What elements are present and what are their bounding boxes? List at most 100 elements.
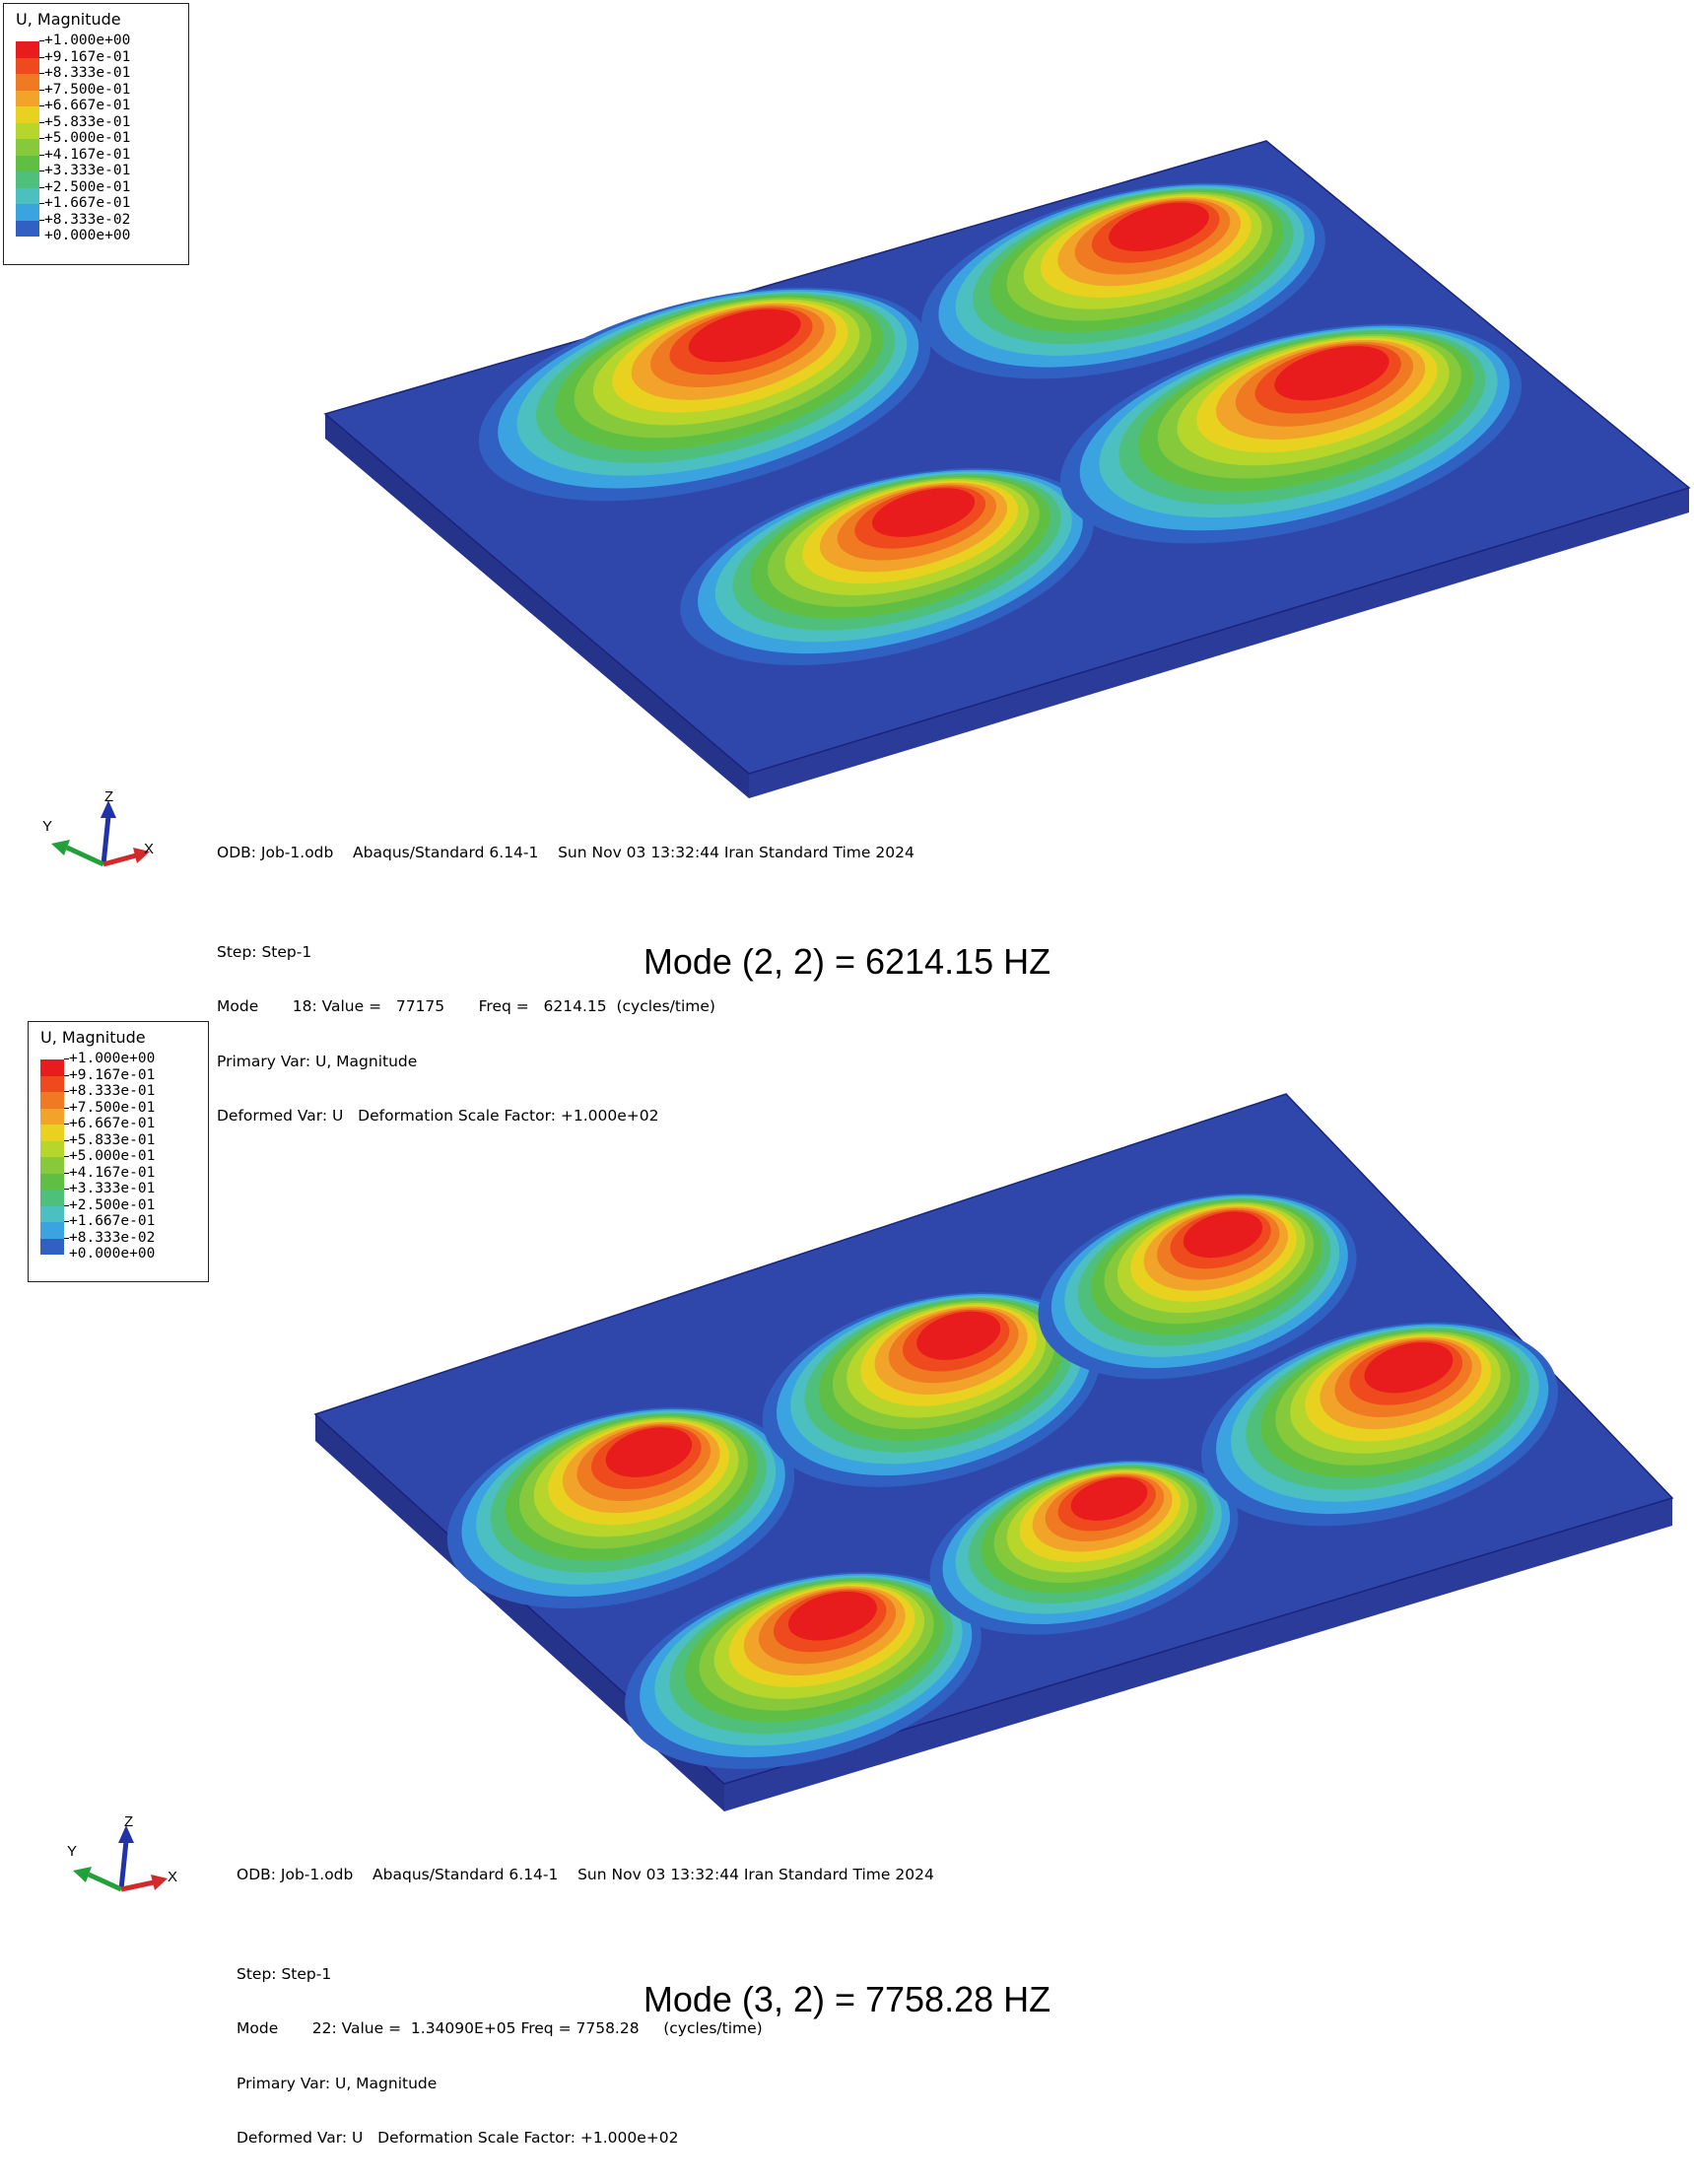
colorbar-swatch — [40, 1075, 64, 1092]
colorbar-label: +6.667e-01 — [69, 1116, 156, 1131]
colorbar-label: +0.000e+00 — [69, 1246, 156, 1262]
colorbar-label: +2.500e-01 — [44, 178, 131, 195]
deformed-var-line: Deformed Var: U Deformation Scale Factor… — [217, 1107, 659, 1125]
colorbar-swatch — [16, 204, 39, 221]
colorbar-swatch — [40, 1108, 64, 1125]
colorbar-swatch — [40, 1125, 64, 1141]
colorbar-label: +5.000e-01 — [44, 130, 131, 146]
contour-band — [1109, 202, 1209, 251]
mode-22-panel: U, Magnitude +1.000e+00 +9.167e-01 +8.333e… — [0, 0, 1694, 1125]
step-line: Step: Step-1 — [217, 942, 312, 961]
colorbar-tick — [39, 138, 44, 139]
colorbar-swatch — [16, 90, 39, 106]
colorbar-label: +4.167e-01 — [69, 1164, 156, 1181]
x-axis-label: X — [168, 1869, 178, 1885]
primary-var-line: Primary Var: U, Magnitude — [217, 1052, 418, 1070]
colorbar-label: +8.333e-01 — [69, 1083, 156, 1099]
colorbar-swatch — [40, 1092, 64, 1109]
colorbar-swatch — [40, 1205, 64, 1222]
colorbar-tick — [64, 1156, 69, 1157]
colorbar-label: +8.333e-02 — [44, 211, 131, 228]
contour-band — [1070, 1477, 1148, 1521]
colorbar-legend: U, Magnitude +1.000e+00 +9.167e-01 +8.333e… — [28, 1021, 209, 1282]
colorbar-label: +1.667e-01 — [69, 1213, 156, 1229]
colorbar-tick — [64, 1237, 69, 1239]
mode-32-plate-plot — [313, 1093, 1674, 1811]
colorbar-tick — [39, 89, 44, 91]
plate-top-face — [323, 140, 1691, 775]
colorbar-swatch — [40, 1140, 64, 1157]
colorbar-tick — [64, 1204, 69, 1206]
displacement-contours — [446, 1193, 1559, 1769]
contour-band — [1183, 1211, 1263, 1259]
plate-front-side — [325, 414, 749, 798]
colorbar-label: +3.333e-01 — [44, 163, 131, 178]
colorbar-swatch — [40, 1059, 64, 1076]
mode-caption: Mode (3, 2) = 7758.28 HZ — [643, 1979, 1051, 2019]
colorbar-swatch — [16, 139, 39, 156]
colorbar-swatch — [16, 74, 39, 91]
colorbar-label: +4.167e-01 — [44, 146, 131, 163]
colorbar-title: U, Magnitude — [40, 1028, 146, 1047]
contour-band — [688, 308, 801, 363]
mode-32-panel: U, Magnitude +1.000e+00 +9.167e-01 +8.333e… — [0, 1015, 1694, 2147]
colorbar-swatch — [16, 106, 39, 123]
triad-axes-icon — [51, 800, 150, 867]
colorbar-label: +9.167e-01 — [44, 48, 131, 65]
colorbar-swatch — [16, 122, 39, 139]
colorbar-label: +8.333e-02 — [69, 1229, 156, 1246]
contour-band — [605, 1427, 693, 1477]
colorbar-swatch — [16, 41, 39, 58]
odb-line: ODB: Job-1.odb Abaqus/Standard 6.14-1 Su… — [237, 1866, 934, 1883]
colorbar-swatch — [40, 1222, 64, 1239]
colorbar-swatch — [40, 1173, 64, 1190]
primary-var-line: Primary Var: U, Magnitude — [237, 2074, 438, 2092]
colorbar-label: +6.667e-01 — [44, 98, 131, 113]
deformed-var-line: Deformed Var: U Deformation Scale Factor… — [237, 2129, 679, 2147]
colorbar-tick — [39, 219, 44, 221]
odb-line: ODB: Job-1.odb Abaqus/Standard 6.14-1 Su… — [217, 844, 915, 861]
contour-band — [1364, 1342, 1454, 1394]
colorbar-swatch — [16, 155, 39, 171]
colorbar-swatch — [40, 1238, 64, 1255]
colorbar-tick — [39, 154, 44, 156]
mode-line: Mode 18: Value = 77175 Freq = 6214.15 (c… — [217, 997, 715, 1015]
analysis-info-block: ODB: Job-1.odb Abaqus/Standard 6.14-1 Su… — [217, 807, 915, 1162]
colorbar-swatch — [16, 187, 39, 204]
contour-band — [871, 488, 976, 537]
y-axis-label: Y — [67, 1843, 78, 1860]
colorbar-tick — [64, 1189, 69, 1190]
plate-right-side — [749, 488, 1689, 798]
colorbar-label: +1.667e-01 — [44, 195, 131, 211]
colorbar-tick — [64, 1124, 69, 1125]
z-axis-label: Z — [104, 788, 114, 805]
mode-22-plate-plot — [323, 140, 1691, 798]
colorbar-swatch — [40, 1190, 64, 1206]
colorbar-tick — [39, 56, 44, 58]
colorbar-label: +9.167e-01 — [69, 1066, 156, 1083]
colorbar-swatch — [40, 1157, 64, 1174]
colorbar-tick — [64, 1074, 69, 1076]
z-axis-label: Z — [124, 1813, 134, 1830]
contour-band — [916, 1311, 1001, 1360]
colorbar-label: +2.500e-01 — [69, 1196, 156, 1213]
x-axis-label: X — [144, 841, 155, 857]
plate-right-side — [724, 1498, 1672, 1811]
colorbar-label: +7.500e-01 — [44, 81, 131, 98]
colorbar-label: +5.000e-01 — [69, 1148, 156, 1164]
colorbar-label: +0.000e+00 — [44, 228, 131, 243]
contour-band — [1274, 346, 1389, 401]
step-line: Step: Step-1 — [237, 1964, 332, 1983]
colorbar-tick — [64, 1221, 69, 1222]
coordinate-triad: Z Y X — [37, 788, 175, 877]
plate-front-side — [315, 1414, 724, 1811]
colorbar-tick — [64, 1107, 69, 1109]
mode-caption: Mode (2, 2) = 6214.15 HZ — [643, 941, 1051, 982]
colorbar-label: +7.500e-01 — [69, 1099, 156, 1116]
mode-line: Mode 22: Value = 1.34090E+05 Freq = 7758… — [237, 2019, 763, 2037]
colorbar-tick — [39, 186, 44, 188]
colorbar-tick — [39, 203, 44, 204]
colorbar-swatch — [16, 171, 39, 188]
displacement-contours — [478, 182, 1523, 665]
colorbar-tick — [64, 1139, 69, 1141]
